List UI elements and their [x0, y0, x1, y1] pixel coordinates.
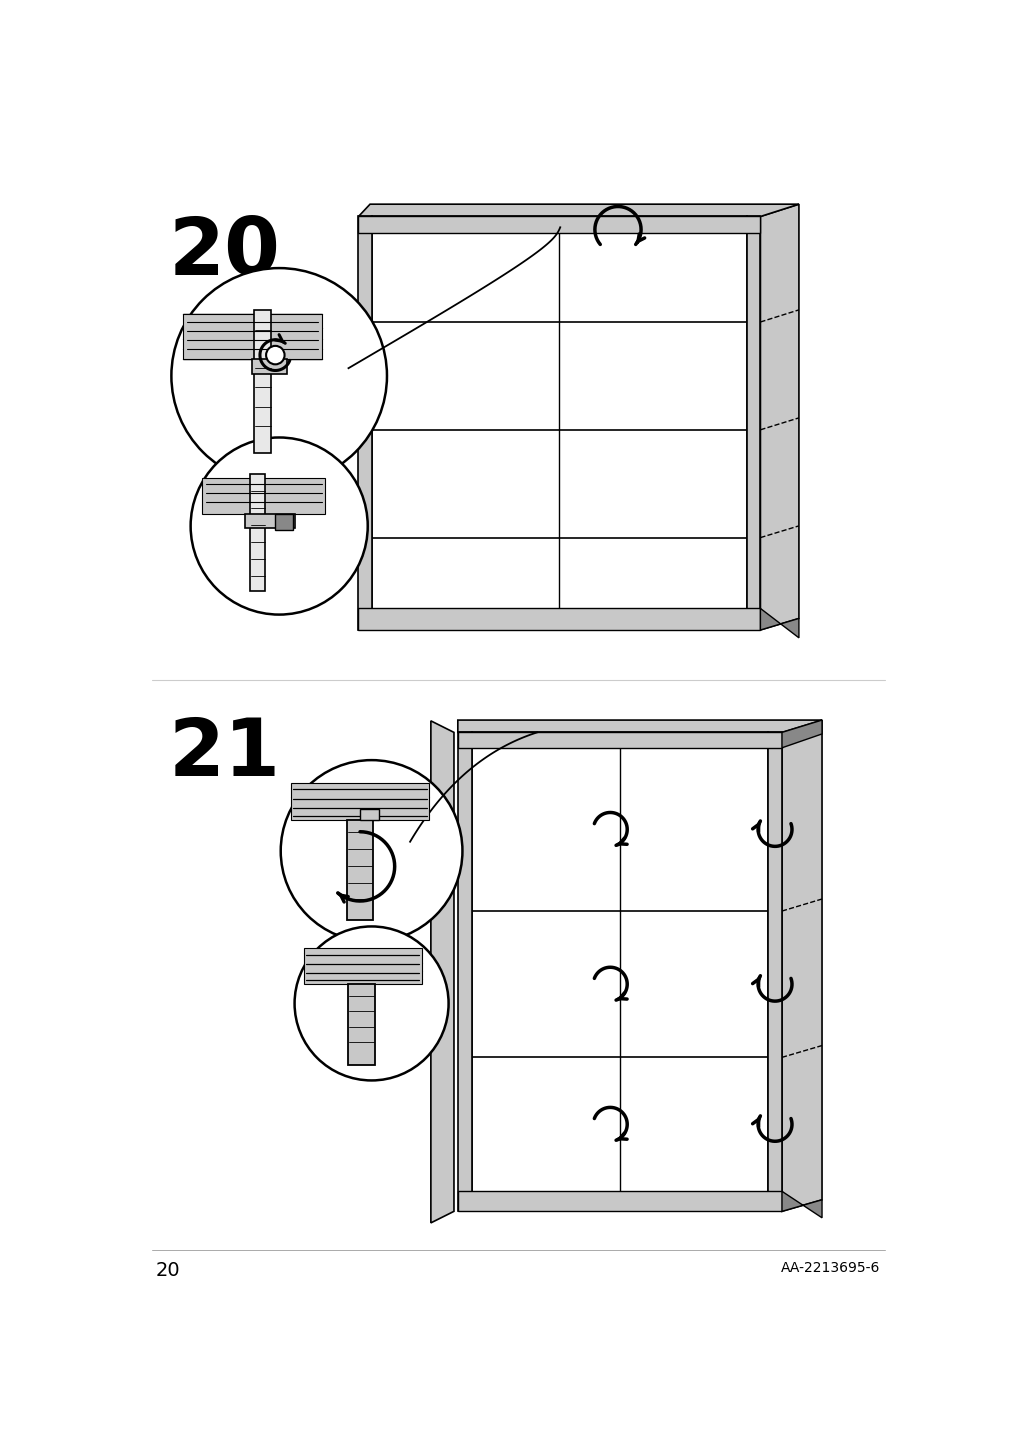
Polygon shape: [746, 216, 759, 630]
Text: 1x: 1x: [212, 301, 250, 331]
Text: AA-2213695-6: AA-2213695-6: [779, 1262, 879, 1276]
Polygon shape: [348, 984, 374, 1065]
Polygon shape: [183, 314, 321, 359]
Polygon shape: [303, 948, 422, 984]
Polygon shape: [290, 783, 429, 821]
Polygon shape: [275, 514, 293, 530]
Text: 2x: 2x: [302, 811, 340, 841]
Circle shape: [190, 438, 367, 614]
Polygon shape: [782, 1191, 821, 1217]
Circle shape: [266, 347, 284, 364]
Polygon shape: [358, 609, 759, 630]
Polygon shape: [457, 720, 821, 732]
Circle shape: [294, 927, 448, 1080]
Polygon shape: [782, 720, 821, 1211]
Polygon shape: [358, 216, 372, 630]
Polygon shape: [202, 478, 326, 514]
Polygon shape: [245, 514, 294, 527]
Circle shape: [280, 760, 462, 942]
Polygon shape: [431, 720, 454, 1223]
Polygon shape: [250, 474, 265, 591]
Polygon shape: [360, 809, 379, 821]
Polygon shape: [358, 205, 798, 216]
Polygon shape: [457, 1191, 782, 1211]
Polygon shape: [254, 311, 271, 453]
Polygon shape: [767, 732, 782, 1211]
Polygon shape: [471, 732, 767, 1211]
Polygon shape: [372, 216, 746, 630]
Polygon shape: [252, 359, 286, 374]
Polygon shape: [358, 216, 759, 233]
Text: 20: 20: [169, 215, 281, 292]
Polygon shape: [759, 205, 798, 630]
Polygon shape: [457, 732, 782, 748]
Polygon shape: [782, 720, 821, 748]
Polygon shape: [457, 732, 471, 1211]
Text: 20: 20: [156, 1262, 180, 1280]
Circle shape: [171, 268, 386, 484]
Polygon shape: [347, 821, 373, 921]
Text: 21: 21: [169, 716, 281, 793]
Polygon shape: [759, 609, 798, 637]
